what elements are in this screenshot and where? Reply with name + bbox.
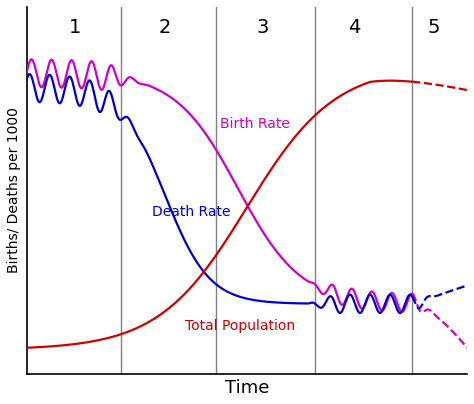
Text: 1: 1 [69,18,81,37]
Text: Death Rate: Death Rate [152,205,230,219]
Text: 2: 2 [159,18,172,37]
Text: 3: 3 [256,18,268,37]
X-axis label: Time: Time [225,379,269,397]
Text: Total Population: Total Population [185,319,295,333]
Text: Birth Rate: Birth Rate [220,117,290,131]
Text: 4: 4 [348,18,361,37]
Text: 5: 5 [428,18,440,37]
Y-axis label: Births/ Deaths per 1000: Births/ Deaths per 1000 [7,107,21,273]
